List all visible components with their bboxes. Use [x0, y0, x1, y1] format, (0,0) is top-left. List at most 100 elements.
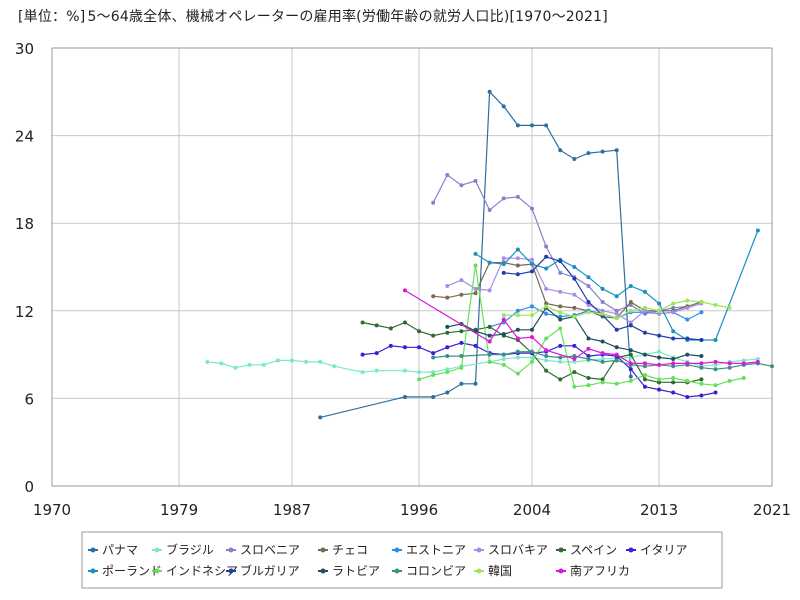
data-point [671, 380, 676, 385]
data-point [501, 352, 506, 357]
series-7 [360, 340, 718, 399]
data-point [445, 367, 450, 372]
data-point [501, 313, 506, 318]
data-point [304, 359, 309, 364]
data-point [713, 362, 718, 367]
data-point [473, 291, 478, 296]
data-point [558, 310, 563, 315]
legend-label: スペイン [570, 543, 617, 557]
data-point [642, 377, 647, 382]
data-point [558, 259, 563, 264]
data-point [657, 349, 662, 354]
x-tick-label: 2013 [640, 501, 678, 519]
data-point [642, 361, 647, 366]
data-point [205, 359, 210, 364]
data-point [459, 381, 464, 386]
data-point [699, 354, 704, 359]
data-point [558, 304, 563, 309]
data-point [501, 270, 506, 275]
data-point [572, 356, 577, 361]
data-point [219, 361, 224, 366]
data-point [247, 362, 252, 367]
data-point [431, 200, 436, 205]
data-point [290, 358, 294, 363]
data-point [445, 345, 450, 350]
legend-item: コロンビア [392, 564, 466, 578]
legend-marker [320, 568, 326, 574]
data-point [544, 254, 549, 259]
data-point [515, 272, 520, 277]
series-line [418, 265, 744, 388]
data-point [530, 269, 534, 274]
data-point [572, 314, 577, 319]
data-point [671, 336, 676, 341]
data-point [614, 316, 619, 321]
y-tick-label: 0 [24, 478, 34, 496]
data-point [713, 383, 718, 388]
legend-item: ブラジル [152, 542, 214, 557]
data-point [360, 370, 365, 375]
data-point [544, 311, 549, 316]
data-point [459, 183, 464, 188]
data-point [530, 123, 534, 128]
data-point [600, 380, 605, 385]
data-point [501, 256, 506, 261]
data-point [431, 294, 436, 299]
data-point [572, 292, 577, 297]
legend-marker [476, 568, 482, 574]
legend-item: インドネシア [152, 564, 238, 578]
legend-marker [228, 568, 234, 574]
data-point [586, 354, 591, 359]
data-point [233, 365, 238, 370]
tick-labels: 0 6 12 18 24 30 1970 1979 1987 1996 2004 2013 2021 [15, 40, 791, 519]
data-point [487, 339, 492, 344]
title-text: 5～64歳全体、機械オペレーターの雇用率(労働年齢の就労人口比)[1970～20… [87, 9, 608, 25]
y-tick-label: 12 [15, 303, 34, 321]
data-point [501, 196, 506, 201]
data-point [699, 393, 704, 398]
data-point [586, 383, 591, 388]
series-1 [205, 349, 760, 375]
legend-item: ポーランド [88, 564, 162, 578]
data-point [727, 378, 732, 383]
chart-title: [単位：%] 5～64歳全体、機械オペレーターの雇用率(労働年齢の就労人口比)[1… [18, 6, 608, 26]
data-point [558, 317, 563, 322]
data-point [657, 377, 662, 382]
data-point [501, 332, 506, 337]
y-tick-label: 30 [15, 40, 34, 58]
data-point [657, 355, 662, 360]
data-point [572, 354, 577, 359]
legend-marker [394, 568, 400, 574]
data-point [445, 295, 450, 300]
data-point [671, 356, 676, 361]
y-tick-label: 18 [15, 215, 34, 233]
data-point [417, 370, 422, 375]
data-point [671, 301, 676, 306]
data-point [614, 148, 619, 153]
data-point [530, 349, 534, 354]
data-point [487, 260, 492, 265]
data-point [544, 368, 549, 373]
data-point [431, 351, 436, 356]
data-point [572, 305, 577, 310]
data-point [699, 361, 704, 366]
data-point [642, 373, 647, 378]
data-point [431, 355, 436, 360]
unit-label: [単位：%] [18, 9, 86, 25]
data-point [431, 370, 436, 375]
data-point [431, 333, 436, 338]
data-point [685, 394, 690, 399]
data-point [699, 381, 704, 386]
data-point [459, 292, 464, 297]
data-point [657, 362, 662, 367]
data-point [699, 310, 704, 315]
data-point [445, 173, 450, 178]
series-line [433, 351, 773, 370]
data-point [515, 194, 520, 199]
data-point [614, 358, 619, 363]
data-point [487, 352, 492, 357]
data-point [685, 336, 690, 341]
data-point [515, 247, 520, 252]
data-point [614, 352, 619, 357]
